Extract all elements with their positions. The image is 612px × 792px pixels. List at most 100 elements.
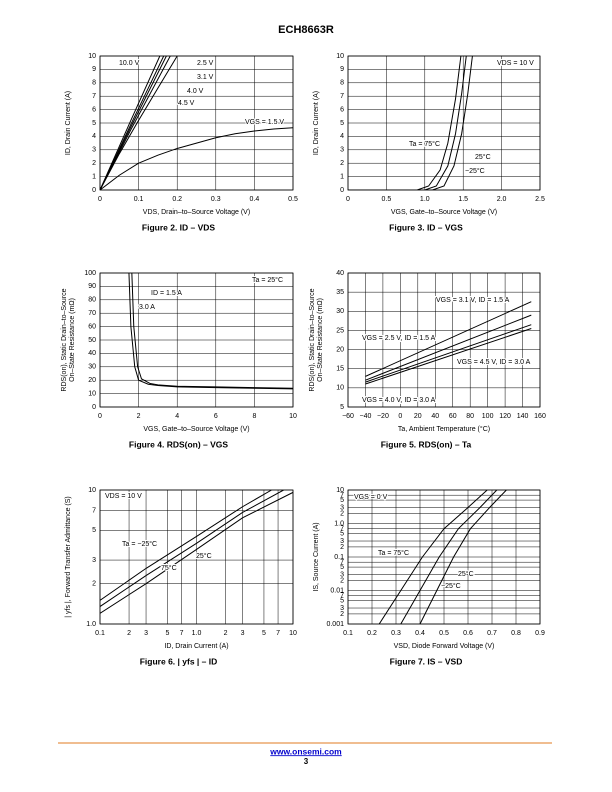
- figure-caption: Figure 3. ID – VGS: [389, 222, 463, 232]
- plot-frame: [99, 272, 294, 408]
- y-tick-label: 2: [340, 544, 344, 551]
- y-tick-label: 7: [92, 93, 96, 100]
- y-tick-label: 7: [340, 593, 344, 600]
- annotation: VDS = 10 V: [105, 493, 142, 500]
- x-tick-label: −60: [342, 413, 354, 420]
- y-tick-label: 0.01: [330, 587, 344, 594]
- series-line: [419, 490, 507, 624]
- series-label: 10.0 V: [119, 60, 140, 67]
- y-tick-label: 9: [340, 66, 344, 73]
- series-line: [100, 491, 293, 614]
- series-label: Ta = 75°C: [378, 549, 409, 557]
- x-axis-label: ID, Drain Current (A): [164, 643, 228, 650]
- x-tick-label: 2.5: [535, 196, 545, 203]
- x-tick-label: 7: [180, 630, 184, 637]
- x-axis-label: VGS, Gate–to–Source Voltage (V): [143, 426, 249, 433]
- x-axis-label: VGS, Gate–to–Source Voltage (V): [391, 209, 497, 216]
- series-label: VGS = 4.0 V, ID = 3.0 A: [362, 397, 436, 404]
- x-tick-label: 0: [398, 413, 402, 420]
- figure-caption: Figure 4. RDS(on) – VGS: [129, 439, 229, 449]
- y-axis-label: | yfs |, Forward Transfer Admittance (S): [65, 496, 72, 618]
- x-tick-label: 0.1: [134, 196, 144, 203]
- x-tick-label: 5: [165, 630, 169, 637]
- series-line: [365, 314, 532, 381]
- x-tick-label: 4: [175, 413, 179, 420]
- y-tick-label: 25: [336, 327, 344, 334]
- series-label: VGS = 3.1 V, ID = 1.5 A: [436, 297, 510, 304]
- x-tick-label: 120: [499, 413, 511, 420]
- y-tick-label: 70: [88, 310, 96, 317]
- x-axis-label: Ta, Ambient Temperature (°C): [398, 425, 490, 433]
- series-line: [348, 56, 462, 190]
- y-tick-label: 4: [92, 133, 96, 140]
- y-tick-label: 7: [340, 492, 344, 499]
- x-tick-label: 140: [517, 413, 529, 420]
- y-tick-label: 6: [340, 106, 344, 113]
- series-label: 3.0 A: [139, 304, 155, 311]
- y-axis-label: On–State Resistance (mΩ): [317, 298, 324, 382]
- figure-caption: Figure 6. | yfs | – ID: [140, 656, 218, 666]
- y-tick-label: 9: [92, 66, 96, 73]
- y-axis-label: ID, Drain Current (A): [65, 91, 72, 155]
- x-tick-label: 0.3: [391, 630, 401, 637]
- y-axis-label: RDS(on), Static Drain–to–Source: [61, 288, 68, 391]
- figure-caption: Figure 7. IS – VSD: [390, 656, 463, 666]
- annotation: VDS = 10 V: [497, 60, 534, 67]
- x-tick-label: 100: [482, 413, 494, 420]
- y-tick-label: 5: [92, 527, 96, 534]
- y-tick-label: 0: [92, 187, 96, 194]
- y-tick-label: 7: [340, 93, 344, 100]
- y-tick-label: 5: [340, 564, 344, 571]
- series-line: [365, 324, 532, 383]
- plot-frame: [99, 489, 294, 625]
- footer-link[interactable]: www.onsemi.com: [269, 746, 342, 756]
- y-tick-label: 80: [88, 297, 96, 304]
- y-tick-label: 0.1: [334, 554, 344, 561]
- annotation: VGS = 0 V: [354, 494, 388, 501]
- series-label: −25°C: [441, 582, 461, 590]
- x-tick-label: 0.1: [343, 630, 353, 637]
- y-tick-label: 15: [336, 366, 344, 373]
- y-tick-label: 0: [92, 404, 96, 411]
- figure-caption: Figure 2. ID – VDS: [142, 222, 216, 232]
- y-tick-label: 20: [88, 377, 96, 384]
- x-tick-label: 3: [241, 630, 245, 637]
- y-tick-label: 2: [92, 160, 96, 167]
- x-tick-label: 2: [127, 630, 131, 637]
- y-tick-label: 90: [88, 283, 96, 290]
- plot-frame: [347, 489, 541, 625]
- y-tick-label: 5: [340, 497, 344, 504]
- y-tick-label: 7: [340, 559, 344, 566]
- x-tick-label: 0.7: [487, 630, 497, 637]
- x-tick-label: 0.5: [439, 630, 449, 637]
- x-tick-label: 0.4: [250, 196, 260, 203]
- y-axis-label: RDS(on), Static Drain–to–Source: [309, 288, 316, 391]
- y-tick-label: 5: [340, 404, 344, 411]
- y-tick-label: 10: [336, 385, 344, 392]
- y-tick-label: 10: [88, 53, 96, 60]
- x-tick-label: 0.1: [95, 630, 105, 637]
- series-label: 3.1 V: [197, 74, 214, 81]
- x-tick-label: 160: [534, 413, 546, 420]
- x-tick-label: 40: [431, 413, 439, 420]
- y-tick-label: 5: [340, 120, 344, 127]
- y-tick-label: 3: [92, 147, 96, 154]
- x-tick-label: 0.2: [367, 630, 377, 637]
- y-tick-label: 5: [92, 120, 96, 127]
- x-tick-label: 0.8: [511, 630, 521, 637]
- x-tick-label: 0.6: [463, 630, 473, 637]
- series-label: −25°C: [465, 167, 485, 175]
- y-tick-label: 30: [336, 308, 344, 315]
- series-label: VGS = 1.5 V: [245, 119, 284, 126]
- y-tick-label: 7: [340, 526, 344, 533]
- series-label: 4.5 V: [178, 100, 195, 107]
- y-tick-label: 40: [88, 350, 96, 357]
- y-tick-label: 3: [340, 147, 344, 154]
- x-axis-label: VDS, Drain–to–Source Voltage (V): [143, 209, 250, 216]
- x-tick-label: −20: [377, 413, 389, 420]
- series-line: [100, 56, 178, 190]
- x-tick-label: 10: [289, 413, 297, 420]
- x-tick-label: 1.0: [192, 630, 202, 637]
- x-tick-label: 0: [98, 413, 102, 420]
- x-tick-label: 8: [252, 413, 256, 420]
